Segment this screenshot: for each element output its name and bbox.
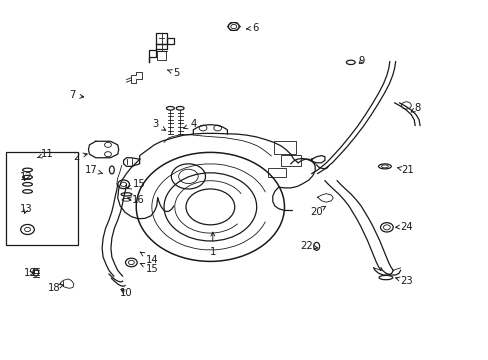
Text: 24: 24 [395, 222, 412, 231]
Text: 12: 12 [20, 172, 32, 182]
Text: 9: 9 [358, 56, 364, 66]
Text: 22: 22 [300, 241, 317, 251]
Text: 13: 13 [20, 204, 32, 215]
Bar [273, 140, 295, 154]
Text: 1: 1 [209, 232, 216, 257]
Bar [157, 51, 166, 60]
Text: 15: 15 [127, 179, 146, 189]
Text: 2: 2 [73, 152, 87, 162]
Text: 10: 10 [120, 288, 133, 298]
Text: 21: 21 [397, 165, 413, 175]
Text: 8: 8 [410, 103, 420, 113]
Text: 14: 14 [140, 252, 158, 265]
Text: 15: 15 [140, 264, 158, 274]
Bar [267, 168, 286, 177]
Text: 6: 6 [246, 23, 258, 33]
Text: 19: 19 [23, 268, 36, 278]
Text: 23: 23 [395, 276, 412, 286]
Text: 7: 7 [69, 90, 83, 100]
Bar [5, 152, 78, 244]
Text: 17: 17 [84, 165, 102, 175]
Text: 5: 5 [167, 68, 179, 78]
Text: 3: 3 [152, 120, 165, 130]
Bar [281, 155, 300, 166]
Text: 11: 11 [38, 149, 53, 159]
Text: 4: 4 [183, 120, 196, 129]
Text: 20: 20 [309, 206, 325, 217]
Text: 16: 16 [127, 195, 144, 205]
Text: 18: 18 [48, 283, 63, 293]
